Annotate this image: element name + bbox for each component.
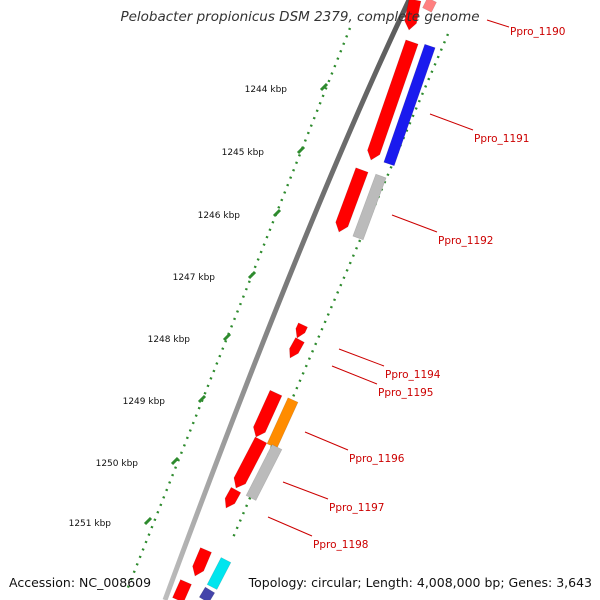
gene-label: Ppro_1191 — [474, 133, 529, 145]
gene-callout-line — [486, 19, 510, 28]
ruler-label: 1250 kbp — [96, 459, 139, 469]
gene-callout-line — [429, 113, 474, 131]
feature-block-blue — [383, 43, 436, 167]
ruler-tick-mark — [222, 332, 232, 342]
gene-callout-line — [338, 348, 385, 367]
feature-block-grey-2 — [245, 444, 283, 501]
ruler-tick-mark — [319, 82, 329, 92]
gene-block-ppro-1198 — [224, 486, 242, 509]
gene-block-ppro-1191 — [367, 39, 419, 161]
ruler-label: 1247 kbp — [173, 273, 216, 283]
ruler-label: 1246 kbp — [198, 211, 241, 221]
ruler-label: 1244 kbp — [245, 85, 288, 95]
gene-label: Ppro_1196 — [349, 453, 405, 465]
gene-label: Ppro_1197 — [329, 502, 384, 514]
genome-summary-text: Topology: circular; Length: 4,008,000 bp… — [248, 575, 592, 590]
gene-block-ppro-1197 — [233, 436, 268, 489]
map-title: Pelobacter propionicus DSM 2379, complet… — [120, 9, 480, 25]
feature-block-bottom-blue — [198, 586, 216, 600]
ruler-tick-mark — [143, 516, 153, 526]
ruler-tick-mark — [170, 456, 180, 466]
ruler-tick-mark — [247, 270, 257, 280]
ruler-label: 1248 kbp — [148, 335, 191, 345]
accession-text: Accession: NC_008609 — [9, 575, 152, 590]
feature-block-grey — [352, 173, 387, 241]
gene-label: Ppro_1198 — [313, 539, 368, 551]
gene-label: Ppro_1195 — [378, 387, 433, 399]
ruler-label: 1245 kbp — [222, 148, 265, 158]
genome-backbone — [162, 0, 412, 600]
gene-label: Ppro_1192 — [438, 235, 493, 247]
gene-block-ppro-1195 — [289, 337, 305, 359]
ruler-dotted-track — [125, 27, 352, 591]
gene-callout-line — [304, 431, 349, 451]
gene-callout-line — [391, 214, 438, 233]
gene-label: Ppro_1190 — [510, 26, 565, 38]
gene-callout-line — [267, 516, 313, 537]
gene-callout-line — [331, 365, 378, 385]
gene-block-bottom — [192, 547, 212, 577]
gene-label: Ppro_1194 — [385, 369, 441, 381]
ruler-tick-mark — [272, 208, 282, 218]
gene-block-ppro-1190 — [404, 0, 422, 31]
gene-block-bottom-2 — [172, 579, 192, 600]
feature-block-cyan — [206, 557, 232, 590]
gene-block-ppro-1196 — [253, 389, 283, 438]
ruler-tick-mark — [296, 145, 306, 155]
ruler-label: 1249 kbp — [123, 397, 166, 407]
gene-block-fragment — [422, 0, 437, 13]
gene-block-ppro-1192 — [335, 167, 369, 233]
gene-block-ppro-1194 — [295, 322, 308, 339]
gene-callout-line — [282, 481, 329, 500]
ruler-label: 1251 kbp — [69, 519, 112, 529]
ruler-tick-mark — [197, 394, 207, 404]
